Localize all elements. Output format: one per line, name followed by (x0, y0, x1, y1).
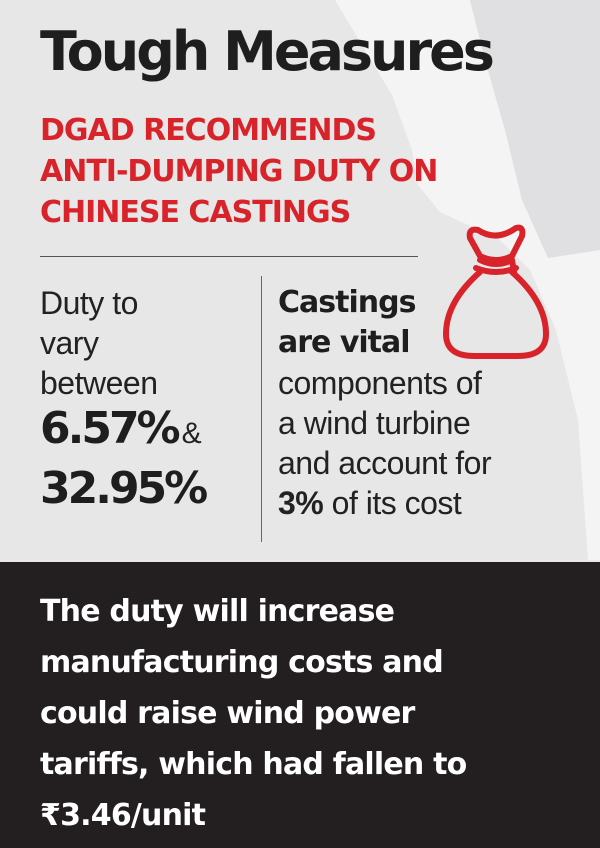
summary-line: tariffs, which had fallen to (40, 747, 467, 782)
duty-text-line: vary (40, 325, 99, 361)
castings-text-line: components of (278, 365, 482, 401)
divider-horizontal (40, 256, 418, 257)
ampersand: & (181, 417, 202, 450)
castings-bold-line: are vital (278, 325, 411, 360)
duty-text-line: Duty to (40, 285, 138, 321)
subheadline-line: ANTI-DUMPING DUTY ON (40, 154, 438, 189)
summary-line: manufacturing costs and (40, 645, 444, 680)
money-bag-icon (443, 224, 549, 359)
duty-high-value: 32.95% (40, 463, 208, 514)
cost-share-text: of its cost (323, 485, 462, 521)
castings-bold-line: Castings (278, 285, 416, 320)
subheadline-line: CHINESE CASTINGS (40, 195, 351, 230)
headline: Tough Measures (40, 20, 495, 83)
duty-text-line: between (40, 365, 158, 401)
divider-vertical (261, 276, 262, 542)
summary-line: could raise wind power (40, 696, 415, 731)
castings-block: Castings are vital components of a wind … (278, 283, 578, 523)
summary-line: The duty will increase (40, 594, 395, 629)
subheadline: DGAD RECOMMENDS ANTI-DUMPING DUTY ON CHI… (40, 110, 510, 233)
duty-low-value: 6.57% (40, 403, 181, 454)
duty-range-block: Duty to vary between 6.57% & 32.95% (40, 283, 255, 523)
summary-panel (0, 562, 600, 848)
duty-low-row: 6.57% & (40, 405, 255, 463)
cost-share-value: 3% (278, 485, 324, 521)
subheadline-line: DGAD RECOMMENDS (40, 113, 377, 148)
castings-text-line: and account for (278, 445, 492, 481)
summary-line: ₹3.46/unit (40, 798, 206, 833)
castings-text-line: a wind turbine (278, 405, 471, 441)
castings-cost-line: 3% of its cost (278, 483, 578, 523)
summary-text: The duty will increase manufacturing cos… (40, 586, 580, 841)
duty-high-row: 32.95% (40, 465, 255, 523)
